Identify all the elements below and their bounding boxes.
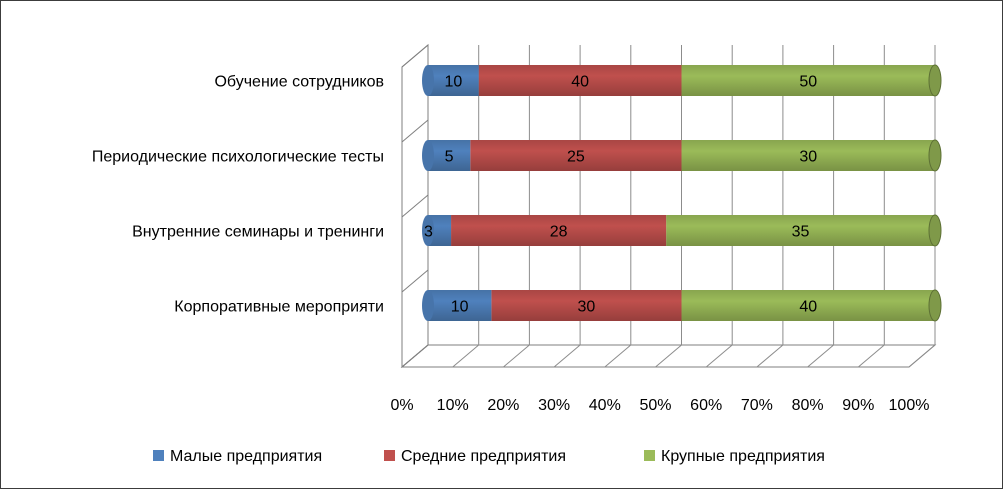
- bar-segment: [428, 290, 492, 321]
- bar-end-cap: [928, 139, 942, 172]
- bar-segment: [470, 140, 682, 171]
- category-separator: [401, 44, 429, 68]
- x-tick-label: 90%: [842, 397, 874, 414]
- category-separator: [401, 344, 429, 368]
- gridline-floor: [452, 344, 480, 368]
- x-tick-label: 0%: [390, 397, 413, 414]
- bar-segment: [681, 65, 935, 96]
- data-label: 30: [578, 299, 596, 316]
- gridline-floor: [857, 344, 885, 368]
- gridline-floor: [908, 344, 936, 368]
- bar-segment: [451, 215, 667, 246]
- data-label: 25: [567, 149, 585, 166]
- data-label: 40: [799, 299, 817, 316]
- bar-segment: [681, 290, 935, 321]
- data-label: 35: [792, 224, 810, 241]
- x-tick-label: 70%: [741, 397, 773, 414]
- x-tick-label: 20%: [487, 397, 519, 414]
- category-label: Периодические психологические тесты: [92, 149, 384, 166]
- category-label: Внутренние семинары и тренинги: [132, 224, 384, 241]
- data-label: 10: [451, 299, 469, 316]
- legend-entry: Крупные предприятия: [661, 448, 825, 465]
- gridline-floor: [604, 344, 632, 368]
- gridline-floor: [503, 344, 530, 368]
- x-tick-label: 30%: [538, 397, 570, 414]
- data-label: 50: [799, 74, 817, 91]
- legend-entry: Малые предприятия: [170, 448, 322, 465]
- x-tick-label: 80%: [792, 397, 824, 414]
- bar-end-cap: [928, 289, 942, 322]
- x-tick-label: 10%: [437, 397, 469, 414]
- bar-segment: [681, 140, 935, 171]
- legend-swatch: [644, 450, 655, 461]
- bar-start-cap: [422, 140, 434, 171]
- bar-end-cap: [928, 214, 942, 247]
- legend-entry: Средние предприятия: [401, 448, 566, 465]
- x-tick-label: 40%: [589, 397, 621, 414]
- gridline-floor: [705, 344, 733, 368]
- bar-segment: [491, 290, 682, 321]
- bar-start-cap: [422, 215, 434, 246]
- category-separator: [401, 119, 429, 143]
- gridline-floor: [655, 344, 682, 368]
- legend-swatch: [153, 450, 164, 461]
- bar-segment: [666, 215, 935, 246]
- bar-start-cap: [422, 290, 434, 321]
- category-label: Обучение сотрудников: [214, 74, 384, 91]
- data-label: 40: [571, 74, 589, 91]
- x-tick-label: 100%: [889, 397, 930, 414]
- bar-segment: [478, 65, 682, 96]
- category-separator: [401, 269, 429, 293]
- data-label: 10: [444, 74, 462, 91]
- bar-segment: [428, 140, 471, 171]
- gridline-floor: [807, 344, 834, 368]
- bar-end-cap: [928, 64, 942, 97]
- category-label: Корпоративные мероприяти: [174, 299, 384, 316]
- gridline-floor: [756, 344, 784, 368]
- bar-segment: [428, 65, 479, 96]
- bar-segment: [428, 215, 452, 246]
- data-label: 30: [799, 149, 817, 166]
- gridline-floor: [553, 344, 581, 368]
- data-label: 5: [445, 149, 454, 166]
- legend-swatch: [384, 450, 395, 461]
- category-separator: [401, 194, 429, 218]
- x-tick-label: 60%: [690, 397, 722, 414]
- x-tick-label: 50%: [639, 397, 671, 414]
- data-label: 28: [550, 224, 568, 241]
- data-label: 3: [424, 224, 433, 241]
- bar-start-cap: [422, 65, 434, 96]
